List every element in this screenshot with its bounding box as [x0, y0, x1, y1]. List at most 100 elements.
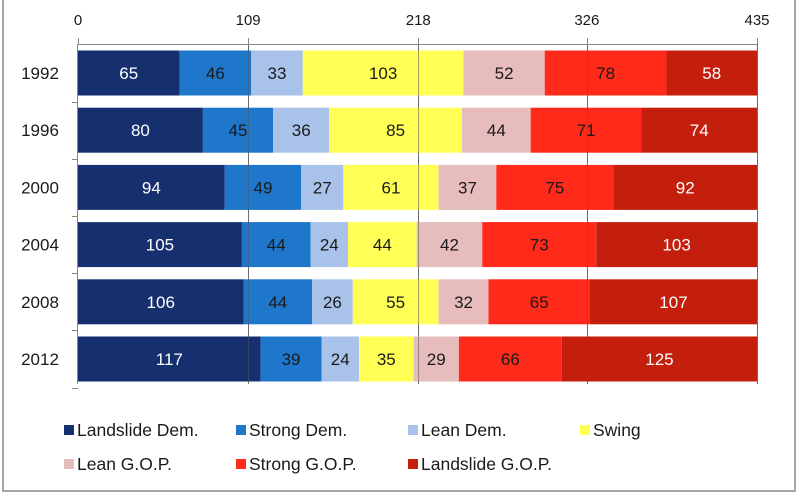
bar-2012-lean-g-o-p	[413, 336, 459, 382]
bar-1992-landslide-dem	[78, 50, 180, 96]
bar-1996-strong-g-o-p	[530, 107, 642, 153]
x-tick-label-326: 326	[574, 12, 599, 29]
bar-2000-strong-g-o-p	[496, 164, 614, 210]
bar-2000-landslide-dem	[78, 164, 225, 210]
bar-2008-strong-dem	[243, 279, 313, 325]
data-label-1996-5: 71	[577, 121, 596, 140]
data-label-1996-6: 74	[690, 121, 709, 140]
legend: Landslide Dem. Strong Dem. Lean Dem. Swing L…	[64, 420, 641, 474]
bar-2008-lean-g-o-p	[438, 279, 489, 325]
bar-2004-strong-g-o-p	[482, 222, 597, 268]
data-label-2012-2: 24	[331, 350, 350, 369]
bar-2008-lean-dem	[312, 279, 353, 325]
data-label-1996-0: 80	[131, 121, 150, 140]
bar-2004-strong-dem	[241, 222, 311, 268]
data-label-1992-5: 78	[596, 64, 615, 83]
legend-swatch-landslide-dem	[64, 425, 74, 435]
x-tick-label-218: 218	[406, 12, 431, 29]
y-tick-label-2000: 2000	[21, 178, 59, 197]
data-label-2012-1: 39	[282, 350, 301, 369]
bar-1996-landslide-dem	[78, 107, 203, 153]
data-label-2000-6: 92	[676, 178, 695, 197]
bar-2000-lean-dem	[301, 164, 344, 210]
x-tick-label-0: 0	[74, 12, 82, 29]
legend-label-lean-g-o-p: Lean G.O.P.	[77, 454, 172, 474]
data-label-2008-2: 26	[323, 293, 342, 312]
bar-2012-strong-dem	[260, 336, 322, 382]
bar-2004-landslide-dem	[78, 222, 242, 268]
legend-swatch-strong-g-o-p	[236, 459, 246, 469]
x-tick-label-109: 109	[236, 12, 261, 29]
legend-swatch-lean-dem	[408, 425, 418, 435]
bar-2012-landslide-dem	[78, 336, 261, 382]
bar-1992-landslide-g-o-p	[666, 50, 757, 96]
bar-2004-swing	[348, 222, 417, 268]
bar-1996-lean-g-o-p	[461, 107, 531, 153]
data-label-1992-1: 46	[206, 64, 225, 83]
axes: 0 109 218 326 435 1992 1996 2000 2004 2008 2012	[21, 12, 770, 389]
bar-1996-swing	[329, 107, 462, 153]
data-label-2000-2: 27	[313, 178, 332, 197]
data-label-1996-3: 85	[386, 121, 405, 140]
data-label-2004-4: 42	[440, 236, 459, 255]
data-label-2008-0: 106	[147, 293, 175, 312]
bar-2004-lean-g-o-p	[416, 222, 483, 268]
data-label-1992-3: 103	[369, 64, 397, 83]
data-label-1996-4: 44	[487, 121, 506, 140]
bar-2000-lean-g-o-p	[438, 164, 497, 210]
data-label-2012-4: 29	[427, 350, 446, 369]
legend-swatch-strong-dem	[236, 425, 246, 435]
bar-2004-landslide-g-o-p	[596, 222, 757, 268]
bar-2000-landslide-g-o-p	[613, 164, 757, 210]
bar-2008-swing	[352, 279, 439, 325]
data-label-2004-3: 44	[373, 236, 392, 255]
bar-2012-swing	[358, 336, 414, 382]
data-label-2012-3: 35	[377, 350, 396, 369]
legend-swatch-swing	[580, 425, 590, 435]
bar-2012-landslide-g-o-p	[561, 336, 757, 382]
data-label-2004-2: 24	[320, 236, 339, 255]
data-label-1992-6: 58	[702, 64, 721, 83]
data-label-2008-3: 55	[386, 293, 405, 312]
bar-2000-swing	[343, 164, 439, 210]
data-label-2008-5: 65	[530, 293, 549, 312]
bar-1992-lean-dem	[251, 50, 303, 96]
bar-1992-lean-g-o-p	[463, 50, 545, 96]
legend-swatch-lean-g-o-p	[64, 459, 74, 469]
data-label-1992-2: 33	[268, 64, 287, 83]
data-label-2004-1: 44	[267, 236, 286, 255]
bar-1996-strong-dem	[202, 107, 274, 153]
y-tick-label-2008: 2008	[21, 293, 59, 312]
data-label-2000-4: 37	[458, 178, 477, 197]
data-label-2008-4: 32	[454, 293, 473, 312]
x-tick-label-435: 435	[744, 12, 769, 29]
data-label-1996-1: 45	[229, 121, 248, 140]
bars	[78, 50, 757, 382]
bar-2012-lean-dem	[321, 336, 359, 382]
bar-1992-strong-g-o-p	[544, 50, 667, 96]
legend-swatch-landslide-g-o-p	[408, 459, 418, 469]
data-label-2012-6: 125	[645, 350, 673, 369]
y-tick-label-2004: 2004	[21, 236, 59, 255]
data-label-2004-5: 73	[530, 236, 549, 255]
legend-label-landslide-dem: Landslide Dem.	[77, 420, 199, 440]
y-tick-label-2012: 2012	[21, 350, 59, 369]
legend-label-strong-g-o-p: Strong G.O.P.	[249, 454, 357, 474]
bar-1996-lean-dem	[273, 107, 330, 153]
bar-2004-lean-dem	[310, 222, 349, 268]
data-label-2004-6: 103	[662, 236, 690, 255]
data-labels: 65 46 33 103 52 78 58 80 45 36 85 44 71 74 94 49 27 61 37 7…	[119, 64, 721, 369]
data-label-1992-0: 65	[119, 64, 138, 83]
data-label-1992-4: 52	[495, 64, 514, 83]
legend-label-landslide-g-o-p: Landslide G.O.P.	[421, 454, 552, 474]
legend-label-lean-dem: Lean Dem.	[421, 420, 507, 440]
bar-2012-strong-g-o-p	[458, 336, 562, 382]
data-label-2000-0: 94	[142, 178, 161, 197]
data-label-2008-6: 107	[659, 293, 687, 312]
bar-1996-landslide-g-o-p	[641, 107, 757, 153]
data-label-2000-5: 75	[545, 178, 564, 197]
data-label-2000-3: 61	[382, 178, 401, 197]
legend-label-swing: Swing	[593, 420, 641, 440]
y-tick-label-1992: 1992	[21, 64, 59, 83]
